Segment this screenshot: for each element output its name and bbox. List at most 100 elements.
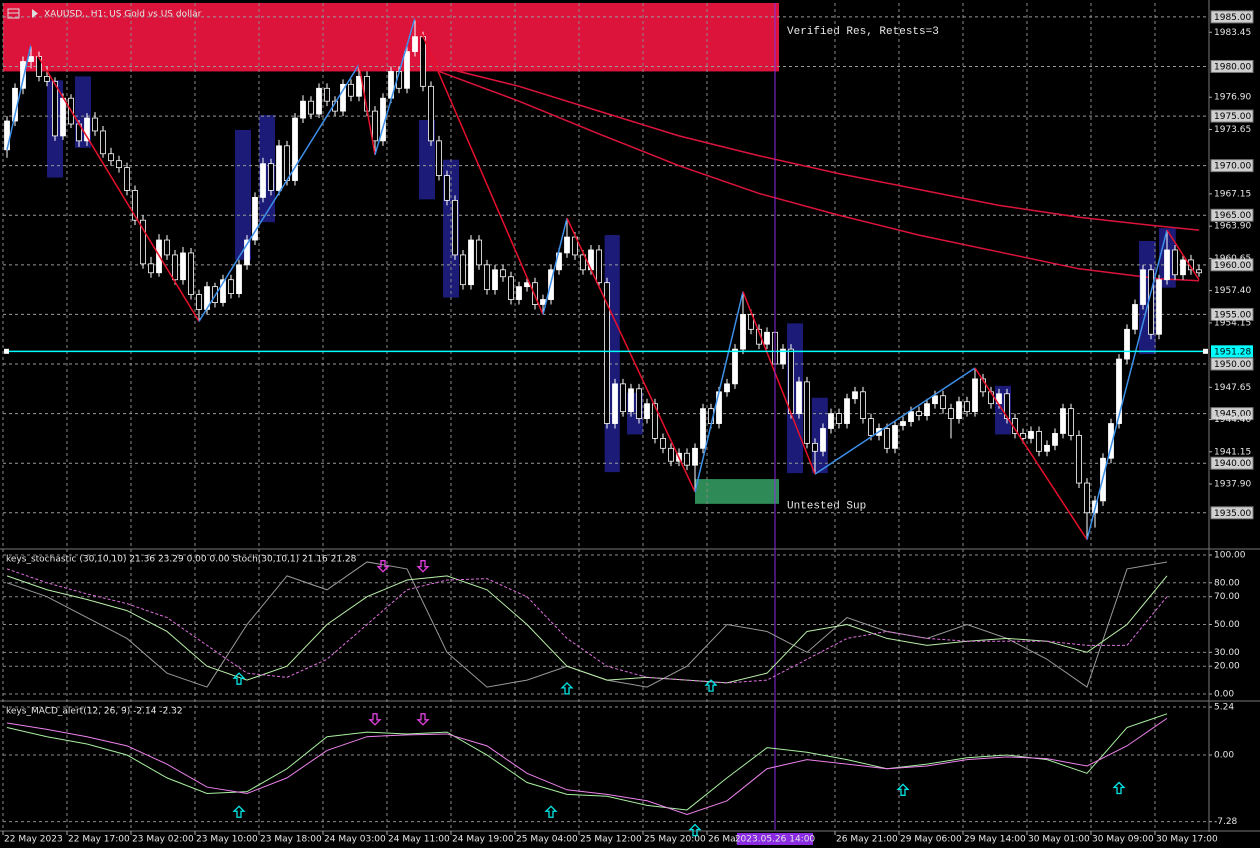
candle-body	[604, 282, 610, 424]
candle-body	[804, 381, 810, 444]
x-tick-label: 30 May 01:00	[1028, 835, 1090, 845]
candle-body	[532, 282, 538, 305]
candle-body	[692, 447, 698, 466]
zigzag-segment	[566, 217, 696, 493]
candle-body	[892, 425, 898, 449]
indicator-line	[6, 717, 1168, 816]
zigzag-segment	[6, 44, 32, 150]
level-label-box	[1210, 307, 1254, 321]
signal-arrow-up	[560, 681, 574, 695]
price-label-box	[1211, 345, 1253, 358]
level-label-box	[1210, 456, 1254, 470]
level-label: 1970.00	[1214, 162, 1251, 172]
candle-body	[300, 100, 306, 119]
candle-body	[668, 447, 674, 462]
signal-arrow-down	[416, 713, 430, 726]
candle-body	[940, 395, 946, 410]
candle-body	[228, 279, 234, 295]
level-label: 1975.00	[1214, 112, 1251, 122]
level-label: 1955.00	[1214, 310, 1251, 320]
x-tick-label: 23 May 10:00	[196, 835, 258, 845]
x-tick-label: 24 May 03:00	[324, 835, 386, 845]
level-label-box	[1210, 159, 1254, 173]
x-tick-label: 25 May 20:00	[644, 835, 706, 845]
level-label-box	[1210, 357, 1254, 371]
signal-arrow-down	[416, 560, 430, 573]
candle-body	[196, 294, 202, 310]
candle-body	[700, 408, 706, 449]
macd-title: keys_MACD_alert(12, 26, 9) -2.14 -2.32	[6, 707, 183, 717]
zigzag-segment	[358, 64, 376, 155]
zigzag-segment	[742, 291, 816, 475]
zone-label: Untested Sup	[787, 500, 866, 512]
level-label: 1935.00	[1214, 509, 1251, 519]
highlight-box	[811, 397, 828, 474]
level-label-box	[1210, 258, 1254, 272]
zigzag-segment	[694, 291, 744, 493]
candle-body	[316, 87, 322, 115]
candle-body	[956, 401, 962, 419]
candle-body	[748, 314, 754, 330]
level-label-box	[1210, 59, 1254, 73]
indicator-line	[6, 713, 1168, 811]
candle-body	[812, 442, 818, 452]
price-line-handle	[4, 348, 9, 354]
zone	[3, 3, 779, 72]
x-tick-label: 29 May 06:00	[900, 835, 962, 845]
level-label: 1985.00	[1214, 13, 1251, 23]
candle-body	[452, 199, 458, 256]
y-tick-label: 1937.90	[1214, 480, 1251, 490]
candle-body	[436, 140, 442, 176]
candle-body	[628, 388, 634, 413]
candle-body	[132, 190, 138, 221]
candle-body	[1148, 269, 1154, 335]
candle-body	[1004, 393, 1010, 419]
candle-body	[412, 36, 418, 52]
candle-body	[964, 401, 970, 413]
y-tick-label: 1963.90	[1214, 222, 1251, 232]
candle-body	[740, 314, 746, 350]
candle-body	[932, 395, 938, 405]
candle-body	[724, 383, 730, 393]
candle-body	[164, 239, 170, 256]
zigzag-segment	[30, 44, 200, 322]
zigzag-segment	[974, 367, 1088, 540]
signal-arrow-up	[688, 823, 702, 837]
candle-body	[788, 348, 794, 415]
candle-body	[324, 87, 330, 102]
signal-arrow-up	[232, 672, 246, 685]
y-tick-label: 1973.65	[1214, 125, 1251, 135]
candle-body	[644, 403, 650, 419]
candle-body	[652, 403, 658, 439]
candle-body	[244, 239, 250, 266]
x-tick-label: 29 May 14:00	[964, 835, 1026, 845]
candle-body	[1180, 259, 1186, 276]
candle-body	[620, 383, 626, 413]
candle-body	[1028, 431, 1034, 439]
y-tick-label: 1983.45	[1214, 28, 1251, 38]
level-label: 1980.00	[1214, 62, 1251, 72]
candle-body	[292, 117, 298, 181]
candle-body	[596, 249, 602, 284]
candle-body	[508, 276, 514, 300]
symbol-icon	[7, 8, 38, 19]
y-tick-label: 0.00	[1214, 751, 1234, 761]
candle-body	[356, 75, 362, 97]
candle-body	[284, 145, 290, 181]
y-tick-label: 1954.15	[1214, 318, 1251, 328]
candle-body	[780, 348, 786, 365]
candle-body	[220, 279, 226, 303]
candle-body	[900, 421, 906, 426]
candle-body	[476, 239, 482, 266]
candle-body	[92, 117, 98, 132]
y-tick-label: 1944.40	[1214, 415, 1251, 425]
candle-body	[1116, 358, 1122, 424]
x-tick-label: 23 May 18:00	[260, 835, 322, 845]
candle-body	[500, 269, 506, 278]
x-tick-label: 24 May 11:00	[388, 835, 450, 845]
crosshair-label-box	[737, 833, 813, 845]
x-tick-label: 24 May 19:00	[452, 835, 514, 845]
candle-body	[948, 408, 954, 419]
chart-title: XAUUSD., H1: US Gold vs US dollar	[44, 10, 202, 20]
